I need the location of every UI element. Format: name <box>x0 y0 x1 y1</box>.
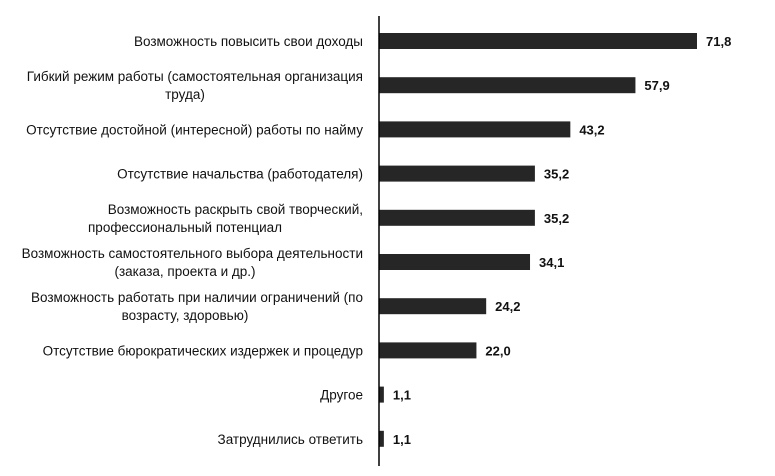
bar-5 <box>379 254 531 270</box>
category-label-3: Отсутствие начальства (работодателя) <box>117 167 363 182</box>
value-labels-group: 71,8 57,9 43,2 35,2 35,2 34,1 24,2 22,0 1,1 1,1 <box>393 34 731 447</box>
bar-9 <box>379 430 384 447</box>
category-label-7: Отсутствие бюрократических издержек и пр… <box>43 343 363 358</box>
category-label-2: Отсутствие достойной (интересной) работы… <box>26 122 363 137</box>
value-label-0: 71,8 <box>706 34 731 49</box>
bar-3 <box>379 165 535 182</box>
bar-2 <box>379 121 571 138</box>
category-label-5-line-0: Возможность самостоятельного выбора деят… <box>22 246 363 261</box>
category-label-6-line-1: возрасту, здоровью) <box>122 308 249 323</box>
value-label-2: 43,2 <box>579 122 604 137</box>
category-label-4-line-1: профессиональный потенциал <box>88 220 282 235</box>
value-label-1: 57,9 <box>644 78 669 93</box>
bars-group <box>379 33 697 447</box>
category-label-1-line-0: Гибкий режим работы (самостоятельная орг… <box>27 69 363 84</box>
value-label-4: 35,2 <box>544 211 569 226</box>
category-label-5-line-1: (заказа, проекта и др.) <box>114 264 255 279</box>
value-label-9: 1,1 <box>393 432 411 447</box>
bar-0 <box>379 33 697 49</box>
value-label-3: 35,2 <box>544 167 569 182</box>
category-label-6-line-0: Возможность работать при наличии огранич… <box>31 290 363 305</box>
value-label-7: 22,0 <box>485 343 510 358</box>
value-label-8: 1,1 <box>393 388 411 403</box>
category-label-4-line-0: Возможность раскрыть свой творческий, <box>108 202 363 217</box>
bar-8 <box>379 386 384 403</box>
bar-1 <box>379 77 636 94</box>
category-label-1-line-1: труда) <box>165 87 205 102</box>
value-label-5: 34,1 <box>539 255 564 270</box>
category-label-9: Затруднились ответить <box>218 432 363 447</box>
value-label-6: 24,2 <box>495 299 520 314</box>
bar-6 <box>379 298 487 315</box>
bar-7 <box>379 342 477 359</box>
bar-4 <box>379 209 535 226</box>
category-label-8: Другое <box>320 388 363 403</box>
category-labels-group: Возможность повысить свои доходы Гибкий р… <box>22 34 364 447</box>
category-label-0: Возможность повысить свои доходы <box>134 34 363 49</box>
